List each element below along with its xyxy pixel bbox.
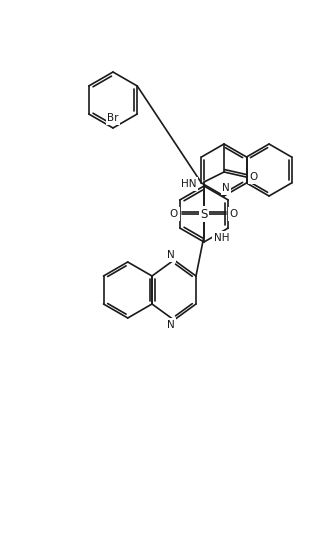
- Text: O: O: [250, 172, 258, 182]
- Text: Br: Br: [107, 113, 119, 123]
- Text: NH: NH: [214, 233, 229, 243]
- Text: O: O: [170, 209, 178, 219]
- Text: N: N: [167, 250, 175, 260]
- Text: HN: HN: [181, 179, 196, 189]
- Text: S: S: [200, 208, 208, 220]
- Text: N: N: [222, 183, 230, 193]
- Text: O: O: [230, 209, 238, 219]
- Text: N: N: [167, 320, 175, 330]
